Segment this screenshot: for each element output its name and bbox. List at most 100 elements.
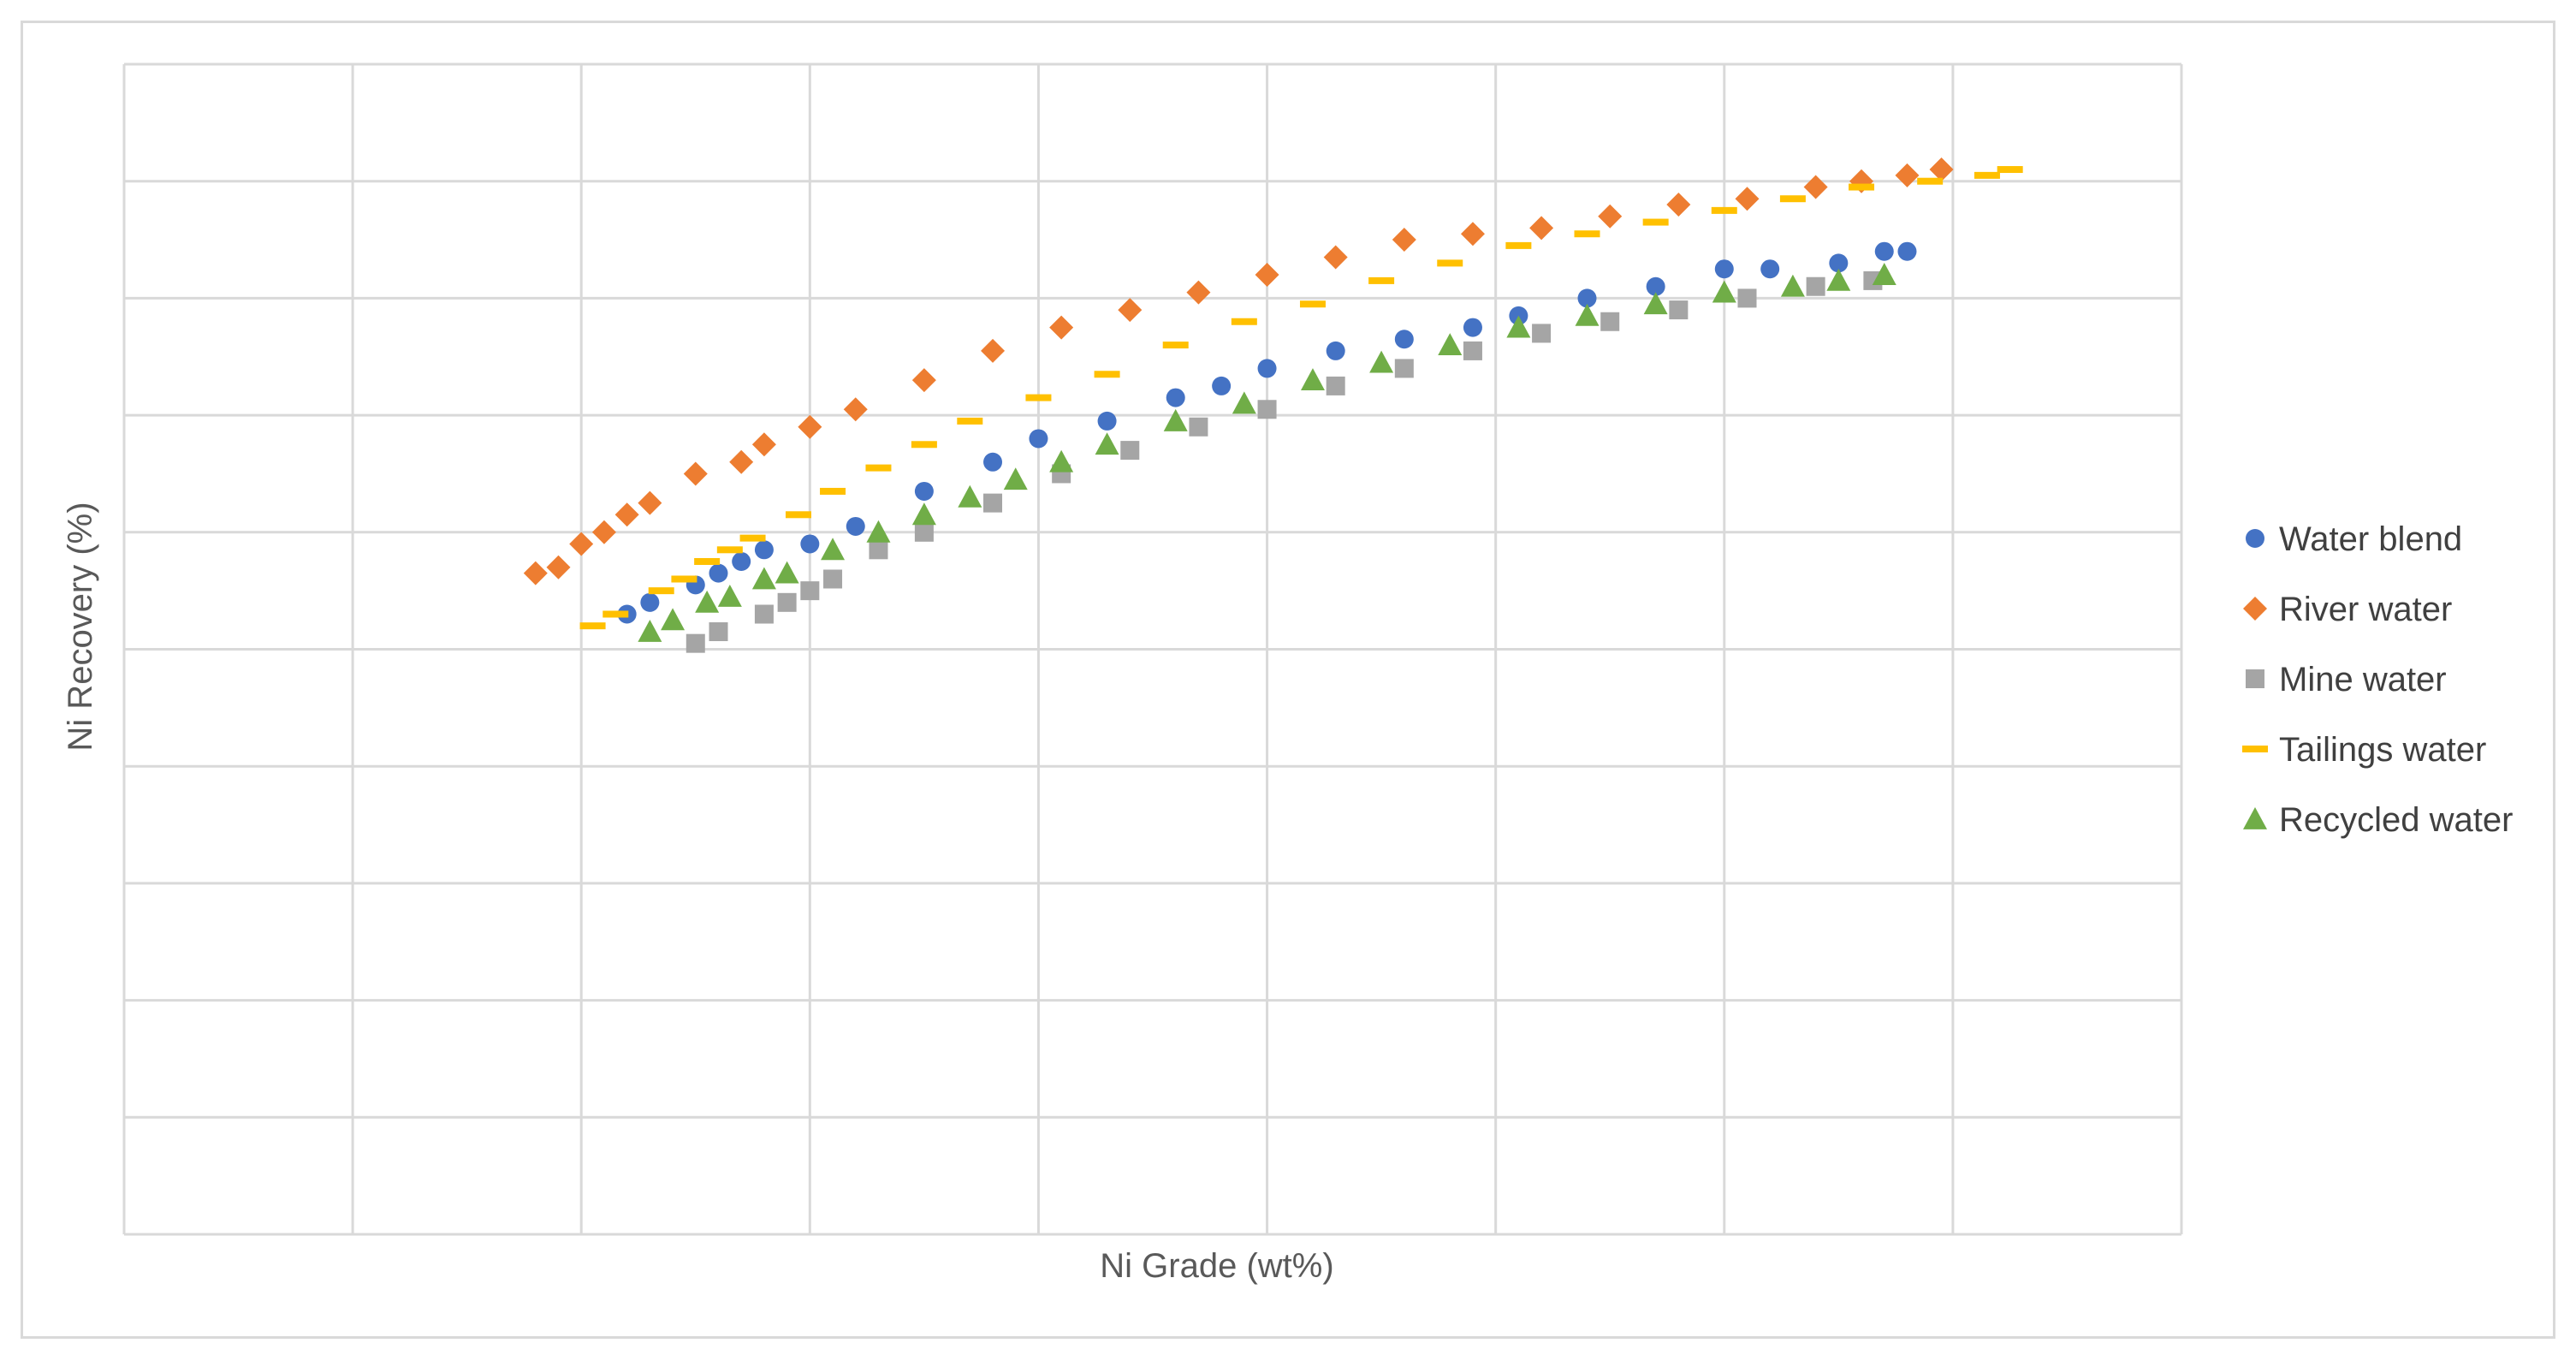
data-point [1711, 206, 1737, 214]
data-point [694, 557, 721, 565]
data-point [1849, 183, 1875, 191]
data-point [661, 608, 686, 631]
legend-marker [2243, 807, 2267, 829]
data-point [1779, 195, 1806, 203]
data-point [1737, 288, 1757, 308]
legend-entry: Mine water [2246, 661, 2447, 698]
data-point [1760, 259, 1780, 279]
data-point [798, 414, 822, 439]
data-point [1437, 259, 1463, 267]
series-0 [617, 241, 1917, 624]
legend-label: Tailings water [2279, 731, 2486, 769]
data-point [983, 493, 1003, 513]
data-point [1872, 263, 1896, 285]
data-point [751, 432, 776, 457]
data-point [1874, 241, 1894, 261]
data-point [981, 338, 1006, 363]
data-point [1714, 259, 1734, 279]
data-point [686, 633, 705, 653]
data-point [1257, 400, 1277, 419]
data-point [602, 610, 629, 618]
data-point [866, 520, 891, 543]
data-point [1097, 411, 1117, 431]
data-point [638, 490, 662, 515]
data-point [1323, 245, 1348, 270]
data-point [1505, 241, 1532, 249]
data-point [1806, 276, 1825, 296]
data-point [1574, 230, 1600, 238]
data-point [1394, 359, 1414, 378]
data-point [1257, 359, 1277, 378]
data-point [1532, 324, 1552, 343]
data-point [1049, 449, 1074, 472]
data-point [1300, 368, 1325, 390]
data-point [1326, 341, 1345, 360]
data-point [1095, 432, 1119, 455]
data-point [579, 622, 606, 630]
data-point [1438, 333, 1463, 355]
data-point [1895, 163, 1920, 187]
data-point [1506, 315, 1531, 338]
legend-marker [2246, 529, 2264, 548]
data-point [777, 592, 797, 612]
data-point [1735, 187, 1760, 211]
data-point [1231, 318, 1257, 325]
legend-marker [2246, 669, 2264, 688]
data-point [1997, 166, 2023, 174]
series-1 [523, 157, 1954, 585]
data-point [614, 502, 639, 527]
data-point [640, 592, 660, 612]
data-point [1025, 394, 1052, 401]
data-point [671, 575, 697, 583]
data-point [1643, 292, 1668, 315]
data-point [739, 534, 766, 542]
data-point [1049, 315, 1074, 340]
data-point [1712, 280, 1736, 303]
data-point [751, 567, 776, 590]
data-point [1463, 318, 1482, 337]
data-point [1232, 391, 1256, 414]
data-points [523, 157, 2023, 653]
data-point [846, 516, 865, 536]
data-point [1598, 204, 1623, 229]
series-4 [638, 263, 1896, 642]
data-point [911, 368, 936, 393]
data-point [709, 563, 728, 583]
data-point [1829, 253, 1849, 273]
chart-frame: Ni Grade (wt%) Ni Recovery (%) Water ble… [21, 21, 2555, 1339]
data-point [729, 449, 754, 474]
data-point [1186, 280, 1211, 305]
data-point [911, 441, 937, 449]
data-point [1255, 263, 1279, 288]
data-point [695, 590, 720, 613]
legend-label: Recycled water [2279, 801, 2513, 839]
data-point [1666, 193, 1691, 217]
data-point [958, 484, 982, 508]
data-point [754, 540, 774, 560]
data-point [800, 534, 820, 554]
data-point [1003, 467, 1028, 490]
data-point [1529, 216, 1554, 241]
data-point [717, 584, 742, 607]
data-point [1299, 300, 1326, 308]
data-point [1917, 177, 1944, 185]
data-point [1460, 222, 1485, 247]
data-point [638, 619, 662, 642]
data-point [754, 604, 774, 624]
legend-label: Mine water [2279, 661, 2447, 698]
data-point [1189, 417, 1208, 437]
data-point [1642, 218, 1669, 226]
gridlines [122, 62, 2183, 1236]
legend-marker [2243, 597, 2267, 621]
data-point [716, 546, 743, 554]
data-point [823, 569, 843, 589]
data-point [785, 511, 811, 519]
data-point [775, 561, 799, 584]
data-point [911, 502, 936, 526]
data-point [843, 397, 868, 422]
legend-marker [2242, 746, 2268, 752]
data-point [546, 555, 571, 579]
series-2 [686, 270, 1883, 653]
legend-label: River water [2279, 591, 2452, 628]
data-point [914, 481, 934, 501]
